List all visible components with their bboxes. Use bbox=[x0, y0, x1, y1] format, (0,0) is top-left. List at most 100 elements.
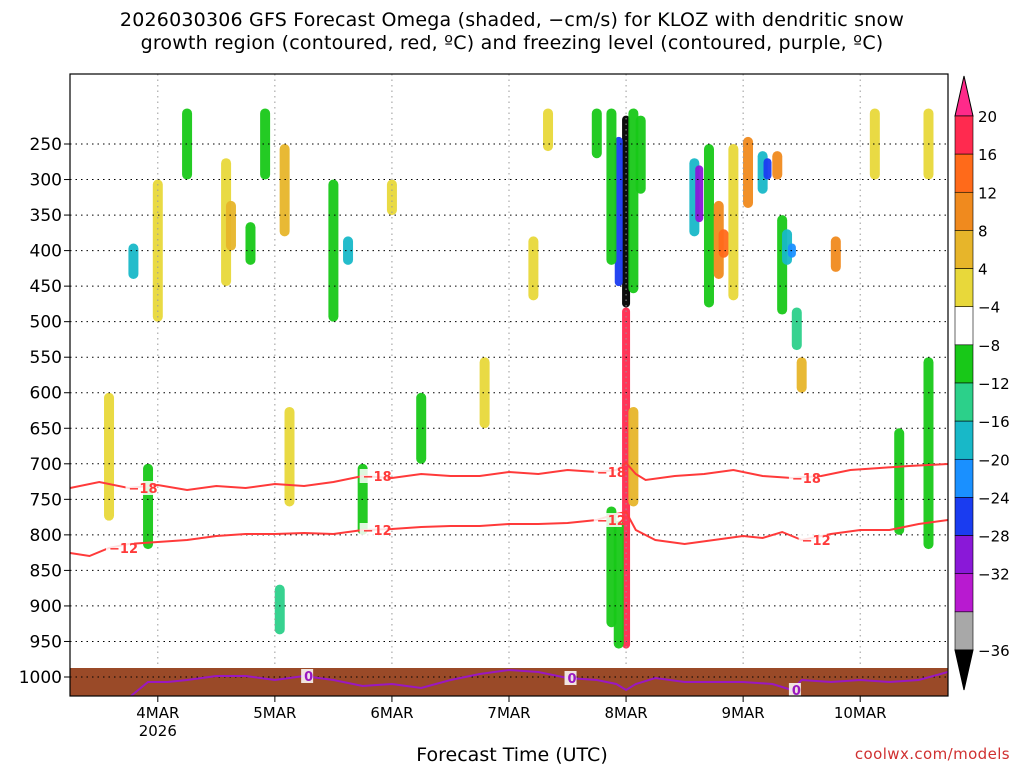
y-tick-label: 900 bbox=[30, 597, 62, 617]
contour-label-bg bbox=[96, 713, 108, 727]
colorbar-top-arrow bbox=[954, 75, 974, 117]
colorbar-segment bbox=[954, 458, 974, 498]
colorbar-segment bbox=[954, 344, 974, 384]
x-tick-label: 8MAR bbox=[604, 704, 647, 722]
contour-label-bg bbox=[788, 683, 801, 696]
omega-patch bbox=[635, 115, 646, 194]
omega-patch bbox=[718, 229, 729, 258]
omega-patch bbox=[260, 108, 271, 180]
omega-patch bbox=[225, 200, 236, 251]
chart-title-line-1: 2026030306 GFS Forecast Omega (shaded, −… bbox=[119, 9, 905, 31]
omega-patch bbox=[128, 243, 139, 280]
contour-label: −12 bbox=[109, 542, 138, 557]
colorbar-label: 20 bbox=[978, 108, 997, 126]
y-tick-label: 550 bbox=[30, 348, 62, 368]
omega-patch bbox=[328, 179, 339, 322]
contour-label-bg bbox=[798, 533, 827, 547]
x-tick-label: 10MAR bbox=[834, 704, 887, 722]
ground-strip bbox=[70, 668, 948, 696]
omega-patch bbox=[695, 165, 704, 223]
omega-patch bbox=[772, 151, 783, 180]
y-tick-label: 750 bbox=[30, 490, 62, 510]
omega-patch bbox=[543, 108, 554, 152]
y-tick-label: 700 bbox=[30, 455, 62, 475]
y-tick-label: 650 bbox=[30, 419, 62, 439]
contour-label: 0 bbox=[304, 670, 313, 685]
contour-label: −18 bbox=[597, 466, 626, 481]
y-tick-label: 500 bbox=[30, 313, 62, 333]
contour-label: 0 bbox=[792, 684, 801, 699]
omega-patch bbox=[343, 236, 354, 265]
contour-label-bg bbox=[359, 469, 388, 483]
omega-patch bbox=[274, 584, 285, 635]
colorbar-label: −24 bbox=[978, 489, 1010, 507]
colorbar-label: 16 bbox=[978, 146, 997, 164]
colorbar-label: 8 bbox=[978, 222, 988, 240]
contour-line-1 bbox=[70, 461, 948, 492]
omega-patch bbox=[796, 357, 807, 393]
colorbar-bottom-arrow bbox=[954, 649, 974, 691]
omega-patch bbox=[143, 463, 154, 550]
y-tick-label: 800 bbox=[30, 526, 62, 546]
colorbar-label: 4 bbox=[978, 261, 988, 279]
colorbar-segment bbox=[954, 230, 974, 269]
y-tick-label: 1000 bbox=[19, 668, 62, 688]
colorbar-segment bbox=[954, 268, 974, 308]
omega-patch bbox=[923, 357, 934, 550]
x-tick-sublabel: 2026 bbox=[139, 722, 177, 740]
contour-label: −18 bbox=[792, 472, 821, 487]
contour-label: 0 bbox=[99, 714, 108, 729]
colorbar-segment bbox=[954, 420, 974, 460]
x-tick-label: 9MAR bbox=[722, 704, 765, 722]
contour-label: −12 bbox=[363, 524, 392, 539]
omega-patch bbox=[606, 108, 617, 265]
omega-patch bbox=[245, 222, 256, 265]
omega-patch bbox=[763, 158, 772, 180]
omega-patch bbox=[628, 406, 639, 507]
colorbar-label: −4 bbox=[978, 299, 1000, 317]
omega-patch bbox=[284, 406, 295, 507]
chart-title-line-2: growth region (contoured, red, ºC) and f… bbox=[140, 32, 884, 54]
colorbar-label: −28 bbox=[978, 528, 1010, 546]
x-axis-label: Forecast Time (UTC) bbox=[416, 744, 608, 766]
colorbar-segment bbox=[954, 382, 974, 422]
contour-label-bg bbox=[593, 513, 622, 527]
omega-patch bbox=[182, 108, 193, 180]
colorbar-label: −32 bbox=[978, 566, 1010, 584]
omega-patch bbox=[528, 236, 539, 301]
colorbar-label: −12 bbox=[978, 375, 1010, 393]
omega-patch bbox=[703, 144, 714, 308]
omega-patch bbox=[728, 144, 739, 301]
colorbar-segment bbox=[954, 535, 974, 575]
omega-patch bbox=[869, 108, 880, 180]
colorbar-segment bbox=[954, 191, 974, 231]
omega-patch bbox=[894, 428, 905, 535]
colorbar-segment bbox=[954, 497, 974, 536]
omega-patch bbox=[614, 136, 623, 287]
omega-patch bbox=[791, 307, 802, 351]
colorbar-segment bbox=[954, 611, 974, 651]
colorbar-segment bbox=[954, 573, 974, 613]
omega-patch bbox=[386, 179, 397, 216]
omega-patch bbox=[104, 392, 115, 521]
contour-label-bg bbox=[106, 541, 135, 555]
y-tick-label: 450 bbox=[30, 277, 62, 297]
contour-line-2 bbox=[70, 510, 948, 558]
contour-label-bg bbox=[125, 481, 154, 495]
credit-link[interactable]: coolwx.com/models bbox=[854, 745, 1010, 763]
colorbar-label: 12 bbox=[978, 184, 997, 202]
omega-patch bbox=[279, 144, 290, 237]
colorbar-segment bbox=[954, 153, 974, 193]
contour-label-bg bbox=[359, 523, 388, 537]
contour-label: −18 bbox=[363, 470, 392, 485]
x-tick-label: 7MAR bbox=[487, 704, 530, 722]
omega-patch bbox=[479, 357, 490, 429]
contour-label-bg bbox=[564, 671, 577, 685]
colorbar-segment bbox=[954, 306, 974, 346]
omega-patch bbox=[591, 108, 602, 159]
colorbar-label: −36 bbox=[978, 642, 1010, 660]
y-tick-label: 250 bbox=[30, 135, 62, 155]
y-tick-label: 950 bbox=[30, 632, 62, 652]
omega-patch bbox=[743, 136, 754, 208]
